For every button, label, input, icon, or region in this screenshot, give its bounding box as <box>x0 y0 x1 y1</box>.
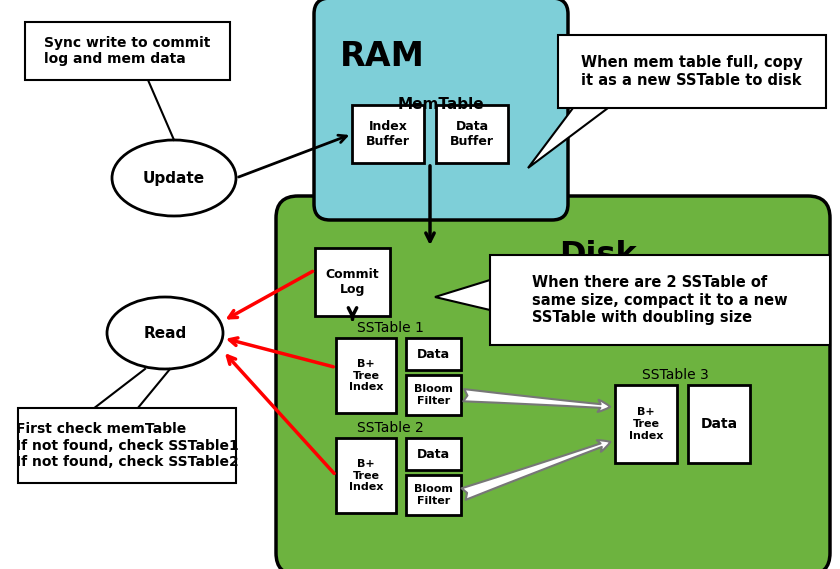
FancyBboxPatch shape <box>276 196 830 569</box>
Bar <box>25 22 230 80</box>
Text: First check memTable
If not found, check SSTable1
If not found, check SSTable2: First check memTable If not found, check… <box>16 422 239 469</box>
Bar <box>436 105 508 163</box>
Bar <box>615 385 677 463</box>
Bar <box>315 248 390 316</box>
Text: Data: Data <box>701 417 738 431</box>
Text: SSTable 1: SSTable 1 <box>356 321 423 335</box>
Text: Commit
Log: Commit Log <box>326 268 380 296</box>
Bar <box>406 375 461 415</box>
Text: Data: Data <box>417 348 450 361</box>
Text: Read: Read <box>144 325 186 340</box>
Text: When there are 2 SSTable of
same size, compact it to a new
SSTable with doubling: When there are 2 SSTable of same size, c… <box>533 275 788 325</box>
Bar <box>558 35 826 108</box>
Text: Sync write to commit
log and mem data: Sync write to commit log and mem data <box>45 36 211 66</box>
Polygon shape <box>528 108 608 168</box>
Bar <box>18 408 236 483</box>
Ellipse shape <box>112 140 236 216</box>
Text: RAM: RAM <box>339 39 424 72</box>
Bar <box>352 105 424 163</box>
Text: MemTable: MemTable <box>397 97 485 112</box>
Bar <box>406 438 461 470</box>
Text: SSTable 2: SSTable 2 <box>357 421 423 435</box>
Text: Update: Update <box>143 171 205 185</box>
Text: SSTable 3: SSTable 3 <box>642 368 708 382</box>
Text: Data: Data <box>417 447 450 460</box>
FancyBboxPatch shape <box>314 0 568 220</box>
Text: Disk: Disk <box>559 240 637 270</box>
Bar <box>336 438 396 513</box>
Text: B+
Tree
Index: B+ Tree Index <box>349 359 383 392</box>
Bar <box>490 255 830 345</box>
Bar <box>336 338 396 413</box>
Text: B+
Tree
Index: B+ Tree Index <box>629 407 664 440</box>
Text: Bloom
Filter: Bloom Filter <box>414 484 453 506</box>
Text: B+
Tree
Index: B+ Tree Index <box>349 459 383 492</box>
Text: When mem table full, copy
it as a new SSTable to disk: When mem table full, copy it as a new SS… <box>581 55 803 88</box>
Text: Bloom
Filter: Bloom Filter <box>414 384 453 406</box>
Bar <box>406 475 461 515</box>
Bar <box>688 385 750 463</box>
Bar <box>406 338 461 370</box>
Text: Data
Buffer: Data Buffer <box>450 120 494 148</box>
Ellipse shape <box>107 297 223 369</box>
Text: Index
Buffer: Index Buffer <box>366 120 410 148</box>
Polygon shape <box>435 280 490 310</box>
